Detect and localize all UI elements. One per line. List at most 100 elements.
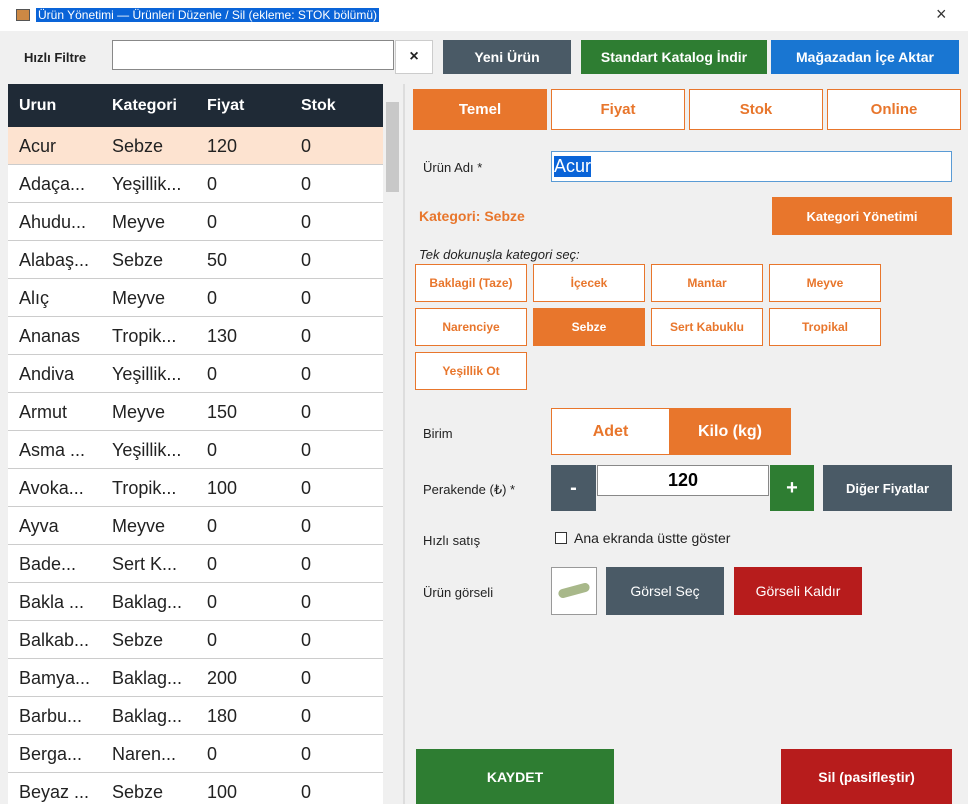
- grid-cell: 0: [301, 364, 312, 384]
- grid-cell: 0: [207, 592, 218, 612]
- grid-row[interactable]: Andiva Yeşillik... 0 0: [8, 355, 383, 393]
- category-button[interactable]: Mantar: [651, 264, 763, 302]
- window-title: Ürün Yönetimi — Ürünleri Düzenle / Sil (…: [36, 8, 380, 22]
- grid-cell: 0: [301, 136, 312, 156]
- filter-clear[interactable]: ×: [395, 40, 433, 74]
- splitter: [403, 84, 405, 804]
- price-input[interactable]: 120: [597, 465, 769, 496]
- grid-cell: Yeşillik...: [112, 364, 182, 384]
- grid-row[interactable]: Bakla ... Baklag... 0 0: [8, 583, 383, 621]
- name-label: Ürün Adı *: [423, 160, 483, 175]
- grid-cell: Bamya...: [19, 668, 91, 688]
- grid-cell: Sert K...: [112, 554, 178, 574]
- grid-row[interactable]: Balkab... Sebze 0 0: [8, 621, 383, 659]
- grid-row[interactable]: Ananas Tropik... 130 0: [8, 317, 383, 355]
- grid-cell: Sebze: [112, 250, 164, 270]
- grid-row[interactable]: Bade... Sert K... 0 0: [8, 545, 383, 583]
- grid-row[interactable]: Barbu... Baklag... 180 0: [8, 697, 383, 735]
- name-input[interactable]: Acur: [551, 151, 952, 182]
- grid-row[interactable]: Asma ... Yeşillik... 0 0: [8, 431, 383, 469]
- grid-cell: 0: [301, 706, 312, 726]
- tab[interactable]: Stok: [689, 89, 823, 130]
- grid-cell: Andiva: [19, 364, 75, 384]
- grid-cell: 0: [301, 592, 312, 612]
- grid-cell: 100: [207, 478, 238, 498]
- grid-row[interactable]: Bamya... Baklag... 200 0: [8, 659, 383, 697]
- grid-cell: 130: [207, 326, 238, 346]
- grid-cell: Armut: [19, 402, 68, 422]
- grid-cell: Yeşillik...: [112, 440, 182, 460]
- quick-sale-checkbox[interactable]: [555, 532, 567, 544]
- category-button[interactable]: Sebze: [533, 308, 645, 346]
- category-button[interactable]: İçecek: [533, 264, 645, 302]
- grid-cell: 0: [207, 440, 218, 460]
- grid-row[interactable]: Adaça... Yeşillik... 0 0: [8, 165, 383, 203]
- tab[interactable]: Temel: [413, 89, 547, 130]
- grid-row[interactable]: Alabaş... Sebze 50 0: [8, 241, 383, 279]
- grid-cell: 0: [207, 212, 218, 232]
- unit-label: Birim: [423, 426, 453, 441]
- category-button[interactable]: Yeşillik Ot: [415, 352, 527, 390]
- grid-cell: 0: [207, 288, 218, 308]
- delete-button[interactable]: Sil (pasifleştir): [781, 749, 952, 804]
- category-button[interactable]: Sert Kabuklu: [651, 308, 763, 346]
- grid-row[interactable]: Armut Meyve 150 0: [8, 393, 383, 431]
- image-remove[interactable]: Görseli Kaldır: [734, 567, 862, 615]
- save-button[interactable]: KAYDET: [416, 749, 614, 804]
- grid-cell: Asma ...: [19, 440, 86, 460]
- category-button[interactable]: Baklagil (Taze): [415, 264, 527, 302]
- grid-cell: 0: [301, 516, 312, 536]
- grid-cell: Ayva: [19, 516, 59, 536]
- column-header: Kategori: [112, 97, 177, 114]
- close-button[interactable]: ×: [936, 4, 947, 24]
- grid-row[interactable]: Ahudu... Meyve 0 0: [8, 203, 383, 241]
- download-catalog[interactable]: Standart Katalog İndir: [581, 40, 767, 74]
- grid-cell: 0: [207, 630, 218, 650]
- grid-cell: Baklag...: [112, 668, 183, 688]
- price-minus[interactable]: -: [551, 465, 596, 511]
- grid-cell: Bakla ...: [19, 592, 85, 612]
- grid-cell: 0: [301, 212, 312, 232]
- grid-cell: 0: [301, 402, 312, 422]
- unit-kg[interactable]: Kilo (kg): [669, 408, 791, 455]
- import-store[interactable]: Mağazadan İçe Aktar: [771, 40, 959, 74]
- grid-row[interactable]: Avoka... Tropik... 100 0: [8, 469, 383, 507]
- grid-cell: Adaça...: [19, 174, 86, 194]
- grid-cell: Baklag...: [112, 706, 183, 726]
- quick-sale-text: Ana ekranda üstte göster: [574, 530, 731, 546]
- grid-cell: 0: [207, 744, 218, 764]
- unit-adet[interactable]: Adet: [551, 408, 670, 455]
- grid-row[interactable]: Acur Sebze 120 0: [8, 127, 383, 165]
- grid-cell: Avoka...: [19, 478, 84, 498]
- grid-cell: 0: [207, 174, 218, 194]
- scrollbar[interactable]: [384, 84, 401, 804]
- grid-cell: Baklag...: [112, 592, 183, 612]
- tab[interactable]: Online: [827, 89, 961, 130]
- filter-input[interactable]: [112, 40, 394, 70]
- grid-cell: 0: [301, 326, 312, 346]
- category-button[interactable]: Tropikal: [769, 308, 881, 346]
- grid-row[interactable]: Berga... Naren... 0 0: [8, 735, 383, 773]
- other-prices[interactable]: Diğer Fiyatlar: [823, 465, 952, 511]
- column-header: Urun: [19, 97, 57, 114]
- grid-row[interactable]: Beyaz ... Sebze 100 0: [8, 773, 383, 804]
- grid-cell: 0: [301, 478, 312, 498]
- new-product[interactable]: Yeni Ürün: [443, 40, 571, 74]
- category-button[interactable]: Narenciye: [415, 308, 527, 346]
- column-header: Stok: [301, 97, 336, 114]
- grid-row[interactable]: Alıç Meyve 0 0: [8, 279, 383, 317]
- category-button[interactable]: Meyve: [769, 264, 881, 302]
- grid-cell: Tropik...: [112, 478, 177, 498]
- category-manage[interactable]: Kategori Yönetimi: [772, 197, 952, 235]
- image-select[interactable]: Görsel Seç: [606, 567, 724, 615]
- grid-cell: 0: [301, 288, 312, 308]
- grid-row[interactable]: Ayva Meyve 0 0: [8, 507, 383, 545]
- price-plus[interactable]: +: [770, 465, 814, 511]
- grid-cell: Meyve: [112, 516, 166, 536]
- category-hint: Tek dokunuşla kategori seç:: [419, 247, 580, 262]
- grid-cell: Berga...: [19, 744, 83, 764]
- tab[interactable]: Fiyat: [551, 89, 685, 130]
- grid-cell: 0: [207, 364, 218, 384]
- grid-cell: 0: [301, 174, 312, 194]
